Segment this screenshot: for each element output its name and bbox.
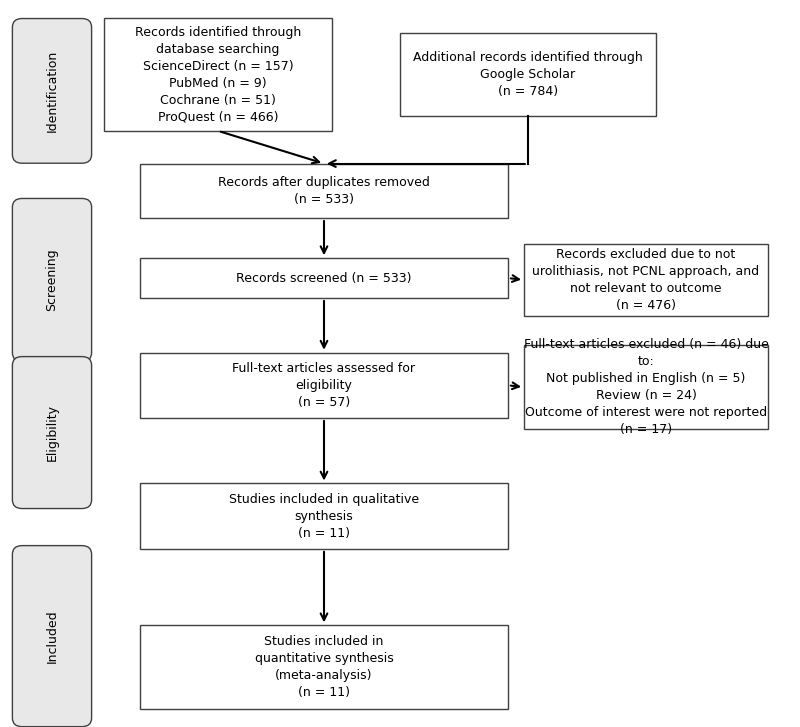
Text: Records after duplicates removed
(n = 533): Records after duplicates removed (n = 53… — [218, 176, 430, 206]
Text: Eligibility: Eligibility — [46, 404, 58, 461]
FancyBboxPatch shape — [13, 19, 92, 164]
FancyBboxPatch shape — [13, 357, 92, 509]
Text: Included: Included — [46, 609, 58, 663]
Bar — [140, 483, 508, 549]
Text: Full-text articles excluded (n = 46) due
to:
Not published in English (n = 5)
Re: Full-text articles excluded (n = 46) due… — [523, 338, 769, 436]
Bar — [140, 258, 508, 298]
Text: Studies included in
quantitative synthesis
(meta-analysis)
(n = 11): Studies included in quantitative synthes… — [254, 635, 394, 699]
Text: Records excluded due to not
urolithiasis, not PCNL approach, and
not relevant to: Records excluded due to not urolithiasis… — [533, 248, 759, 312]
Text: Screening: Screening — [46, 249, 58, 311]
Bar — [524, 244, 768, 316]
Text: Identification: Identification — [46, 49, 58, 132]
Bar — [104, 18, 332, 131]
FancyBboxPatch shape — [13, 545, 92, 727]
Bar — [140, 164, 508, 218]
Bar — [524, 345, 768, 429]
Text: Records screened (n = 533): Records screened (n = 533) — [236, 272, 412, 284]
Text: Additional records identified through
Google Scholar
(n = 784): Additional records identified through Go… — [413, 51, 643, 98]
Text: Full-text articles assessed for
eligibility
(n = 57): Full-text articles assessed for eligibil… — [233, 362, 415, 409]
Bar — [400, 33, 656, 116]
Text: Records identified through
database searching
ScienceDirect (n = 157)
PubMed (n : Records identified through database sear… — [135, 25, 301, 124]
Bar — [140, 625, 508, 709]
Bar — [140, 353, 508, 418]
FancyBboxPatch shape — [13, 198, 92, 361]
Text: Studies included in qualitative
synthesis
(n = 11): Studies included in qualitative synthesi… — [229, 493, 419, 539]
